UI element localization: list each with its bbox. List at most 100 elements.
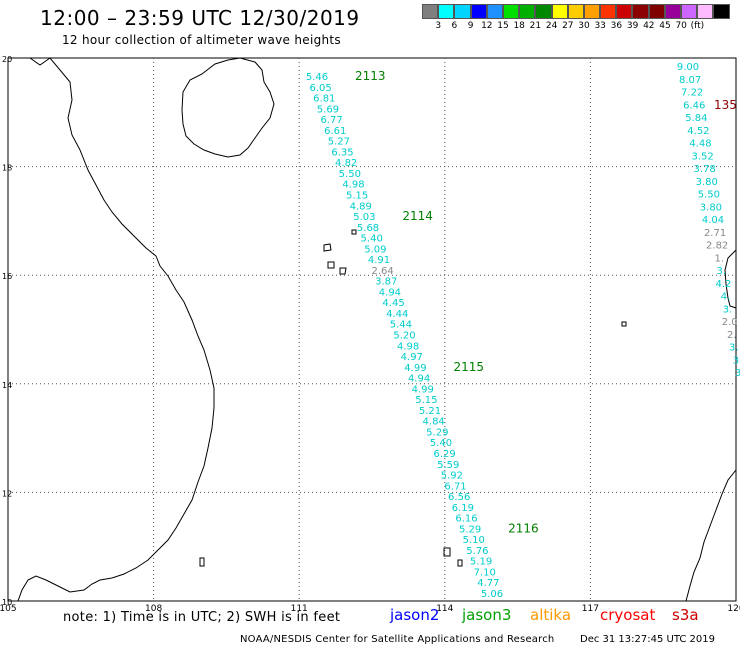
x-tick-label: 111 [291,604,308,614]
wave-height-value: 5.29 [459,524,481,535]
satellite-label-jason3: jason3 [462,606,512,624]
wave-height-value: 4.45 [382,298,404,309]
wave-height-value: 5.46 [306,72,328,83]
wave-height-value: 2.82 [706,241,728,252]
x-tick-label: 114 [436,604,453,614]
wave-height-value: 4.44 [386,309,408,320]
grid-lines [8,58,736,601]
wave-height-value: 3.80 [696,177,718,188]
wave-height-value: 4.98 [397,341,419,352]
wave-height-value: 5.92 [441,471,463,482]
track-label: 135 [714,98,737,112]
legend-swatch [519,4,536,19]
wave-height-value: 8.07 [679,75,701,86]
x-tick-label: 105 [0,604,17,614]
legend-label: 24 [545,21,558,31]
legend-label: 30 [578,21,590,31]
wave-height-value: 5.59 [437,460,459,471]
wave-height-value: 2.0 [722,317,738,328]
x-tick-label: 108 [145,604,162,614]
wave-height-value: 3.87 [375,277,397,288]
wave-height-value: 9.00 [677,62,699,73]
wave-height-value: 5.68 [357,223,379,234]
legend-label: 3 [435,21,442,31]
wave-height-value: 5.40 [430,438,452,449]
wave-height-value: 6.71 [444,481,466,492]
wave-height-value: 7.22 [681,88,703,99]
wave-height-value: 6.19 [452,503,474,514]
wave-height-value: 3.52 [691,151,713,162]
legend-label: 36 [610,21,623,31]
legend-swatch [697,4,714,19]
wave-height-value: 2.71 [704,228,726,239]
wave-height-value: 3 [735,368,740,379]
wave-height-value: 4.99 [404,363,426,374]
legend-swatch [713,4,730,19]
footer-note: note: 1) Time is in UTC; 2) SWH is in fe… [63,610,341,625]
wave-height-value: 5.50 [698,190,720,201]
x-tick-label: 120 [727,604,740,614]
wave-height-value: 5.10 [463,535,485,546]
wave-height-value: 6.16 [455,514,477,525]
legend-swatch [567,4,584,19]
wave-height-value: 4.89 [350,201,372,212]
legend-swatch [583,4,601,19]
wave-height-value: 5.20 [393,331,415,342]
wave-height-value: 5.69 [317,104,339,115]
satellite-label-s3a: s3a [672,606,699,624]
legend-label: 12 [481,21,493,31]
y-tick-label: 16 [2,272,12,281]
legend-label: 42 [643,21,655,31]
wave-height-value: 4.94 [379,287,401,298]
track-label: 2115 [453,360,484,374]
legend-swatch [632,4,649,19]
wave-height-value: 6.46 [683,100,705,111]
satellite-label-altika: altika [530,606,572,624]
wave-height-value: 3.78 [694,164,716,175]
track-label: 2114 [402,209,433,223]
islands-7 [457,559,463,567]
wave-height-value: 5.50 [339,169,361,180]
wave-height-value: 6.35 [331,147,353,158]
legend-swatch [664,4,681,19]
wave-height-value: 4.2 [715,279,731,290]
map-frame [7,57,737,602]
islands-3 [351,229,357,235]
map-title: 12:00 – 23:59 UTC 12/30/2019 [40,6,360,30]
wave-height-value: 4.84 [423,417,445,428]
wave-height-value: 5.29 [426,427,448,438]
satellite-label-jason2: jason2 [390,606,440,624]
wave-height-value: 6.29 [433,449,455,460]
legend-swatch [551,4,568,19]
wave-height-value: 3.80 [700,202,722,213]
legend-swatch [600,4,617,19]
legend-swatch [535,4,552,19]
wave-height-value: 5.06 [481,589,503,600]
wave-height-value: 5.21 [419,406,441,417]
wave-height-value: 5.44 [390,320,412,331]
legend-label: 15 [497,21,509,31]
wave-height-value: 4.52 [687,126,709,137]
palawan-coast [685,469,737,602]
wave-height-value: 5.15 [415,395,437,406]
wave-height-value: 7.10 [474,567,496,578]
y-tick-label: 14 [2,381,12,390]
wave-height-value: 5.19 [470,557,492,568]
map-subtitle: 12 hour collection of altimeter wave hei… [62,33,341,47]
legend-swatch [502,4,520,19]
wave-height-value: 5.27 [328,137,350,148]
x-tick-label: 117 [582,604,599,614]
legend-swatch [616,4,633,19]
legend-label: 33 [594,21,606,31]
legend-label: 18 [513,21,525,31]
track-label: 2113 [355,69,386,83]
color-legend-labels: 3 6 9 12 15 18 21 24 27 30 33 36 39 42 45 70 (ft) [422,21,740,33]
wave-height-value: 5.09 [364,244,386,255]
wave-height-value: 4.98 [342,180,364,191]
legend-label: 70 [675,21,687,31]
wave-height-value: 3. [723,304,733,315]
vietnam-coast [8,57,215,602]
legend-swatch [438,4,455,19]
wave-height-value: 3 [733,355,739,366]
islands-1 [323,243,332,252]
